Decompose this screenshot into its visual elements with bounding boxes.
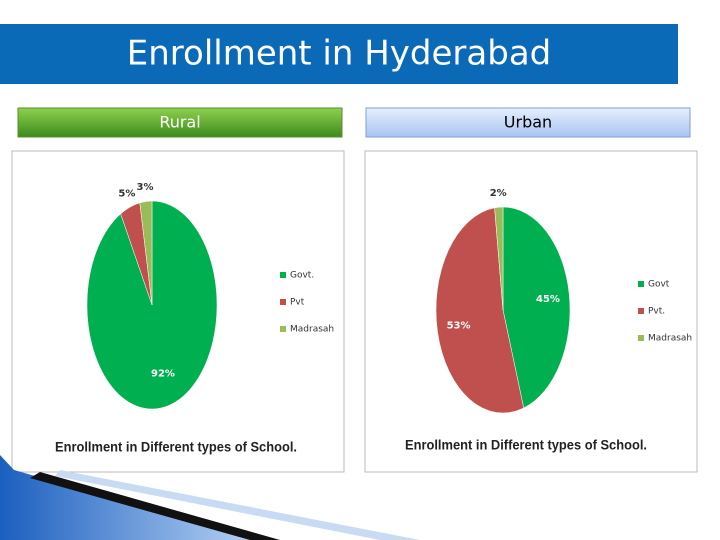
data-label: 3% xyxy=(137,182,154,193)
pie-slice xyxy=(139,200,153,306)
legend-swatch xyxy=(638,308,644,314)
pie-slice xyxy=(502,206,571,409)
legend-swatch xyxy=(280,272,286,278)
legend-label: Madrasah xyxy=(290,325,334,335)
panel-header-bg xyxy=(365,107,691,138)
panel-header-bg xyxy=(17,107,343,138)
panel-header: Rural xyxy=(159,113,200,132)
legend-swatch xyxy=(280,299,286,305)
data-label: 5% xyxy=(118,188,135,199)
data-label: 92% xyxy=(151,368,175,379)
pie-slice xyxy=(494,206,504,311)
chart-title: Enrollment in Different types of School. xyxy=(55,439,297,455)
slide-title: Enrollment in Hyderabad xyxy=(127,34,552,74)
decoration xyxy=(55,470,420,540)
pie-slice xyxy=(435,207,524,414)
panel-header: Urban xyxy=(504,113,552,132)
title-bar xyxy=(0,24,678,84)
data-label: 45% xyxy=(536,294,560,305)
legend-swatch xyxy=(280,326,286,332)
chart-title: Enrollment in Different types of School. xyxy=(405,437,647,453)
legend-swatch xyxy=(638,281,644,287)
decoration xyxy=(30,472,280,540)
legend-label: Govt xyxy=(648,280,670,290)
legend-label: Govt. xyxy=(290,271,314,281)
legend-label: Madrasah xyxy=(648,334,692,344)
data-label: 2% xyxy=(490,188,507,199)
legend-swatch xyxy=(638,335,644,341)
data-label: 53% xyxy=(447,320,471,331)
pie-slice xyxy=(86,200,218,410)
legend-label: Pvt xyxy=(290,298,305,308)
legend-label: Pvt. xyxy=(648,307,665,317)
decoration xyxy=(0,455,260,540)
